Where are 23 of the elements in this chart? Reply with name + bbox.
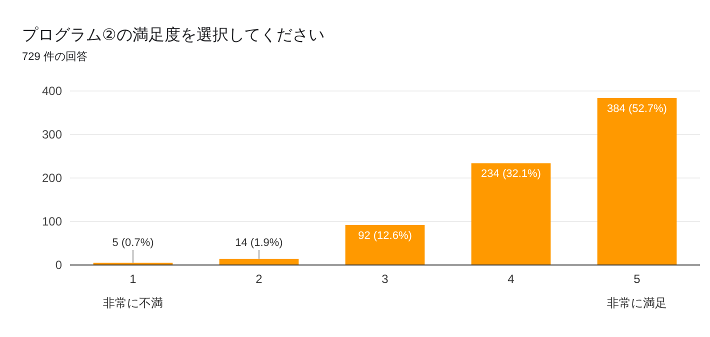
data-label: 234 (32.1%) (481, 168, 541, 180)
y-tick-label: 0 (55, 258, 62, 272)
text: 非常に満足 (607, 296, 667, 310)
bar (219, 258, 299, 265)
y-tick-label: 300 (42, 128, 62, 142)
data-label: 384 (52.7%) (607, 102, 667, 115)
y-tick-label: 200 (42, 171, 62, 185)
data-label: 5 (0.7%) (112, 237, 154, 249)
bar (471, 163, 551, 265)
chart-subtitle: 729 件の回答 (22, 51, 88, 63)
bar (345, 224, 425, 265)
x-tick-label: 1 (130, 272, 137, 286)
chart-title: プログラム②の満足度を選択してください (22, 26, 324, 44)
x-tick-label: 4 (508, 272, 515, 286)
x-tick-label: 3 (382, 272, 389, 286)
x-tick-label: 2 (256, 272, 263, 286)
y-tick-label: 100 (42, 214, 62, 228)
x-tick-label: 5 (634, 272, 641, 286)
data-label: 14 (1.9%) (235, 237, 283, 249)
bar (597, 98, 677, 265)
text: 非常に不満 (103, 296, 163, 310)
data-label: 92 (12.6%) (358, 230, 412, 242)
y-tick-label: 400 (42, 84, 62, 98)
